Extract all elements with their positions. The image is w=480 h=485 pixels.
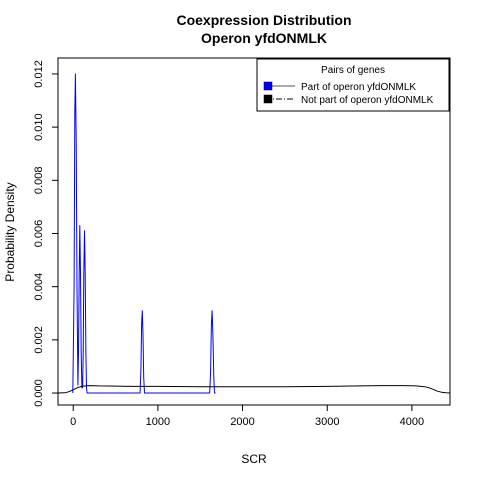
x-tick-label: 4000 <box>400 416 424 428</box>
legend-label-part: Part of operon yfdONMLK <box>301 82 416 93</box>
x-tick-label: 2000 <box>230 416 254 428</box>
legend-box <box>256 58 450 112</box>
y-axis-label: Probability Density <box>3 182 17 281</box>
y-tick-label: 0.004 <box>33 273 45 301</box>
series-line-not-part-of-operon <box>57 385 451 394</box>
y-tick-label: 0.012 <box>33 60 45 88</box>
legend-swatch-part <box>263 81 273 91</box>
x-tick-label: 0 <box>70 416 76 428</box>
legend-label-not-part: Not part of operon yfdONMLK <box>301 95 434 106</box>
plot-frame <box>57 57 451 406</box>
x-axis: 0 1000 2000 3000 4000 <box>70 405 424 428</box>
x-tick-label: 3000 <box>315 416 339 428</box>
chart-title-line1: Coexpression Distribution <box>176 12 351 28</box>
y-tick-label: 0.006 <box>33 220 45 248</box>
y-tick-label: 0.008 <box>33 167 45 195</box>
legend-entry-part: Part of operon yfdONMLK <box>263 81 416 93</box>
legend-title: Pairs of genes <box>321 65 385 76</box>
x-tick-label: 1000 <box>146 416 170 428</box>
x-axis-label: SCR <box>241 452 267 466</box>
y-tick-label: 0.010 <box>33 113 45 141</box>
chart-title-line2: Operon yfdONMLK <box>201 30 327 46</box>
legend: Pairs of genes Part of operon yfdONMLK N… <box>256 58 450 112</box>
y-tick-label: 0.000 <box>33 379 45 407</box>
series-line-part-of-operon <box>72 73 216 394</box>
series-layer <box>57 73 451 394</box>
legend-entry-not-part: Not part of operon yfdONMLK <box>263 94 434 106</box>
legend-swatch-not-part <box>263 94 273 104</box>
y-tick-label: 0.002 <box>33 326 45 354</box>
y-axis: 0.000 0.002 0.004 0.006 0.008 0.010 0.012 <box>33 60 58 407</box>
